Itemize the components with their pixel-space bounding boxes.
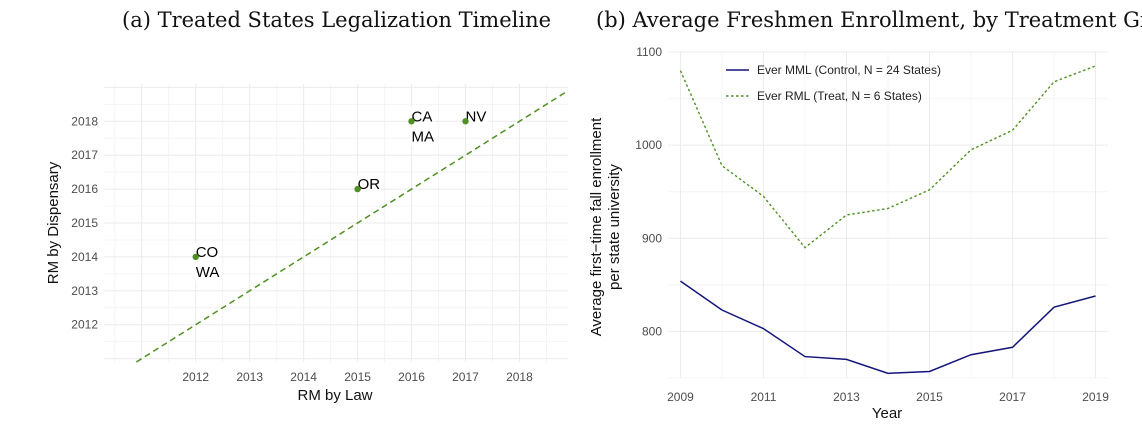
x-tick-label-a: 2012 xyxy=(182,370,209,384)
point-label: NV xyxy=(465,108,486,125)
y-tick-label-a: 2015 xyxy=(71,216,98,230)
point-label: OR xyxy=(358,176,381,193)
x-tick-label-b: 2011 xyxy=(751,390,777,404)
label-bg xyxy=(194,262,219,281)
x-tick-label-b: 2013 xyxy=(833,390,860,404)
y-tick-label-a: 2017 xyxy=(71,148,98,162)
point-label: CA xyxy=(412,108,433,125)
x-tick-label-a: 2013 xyxy=(236,370,263,384)
point-label: WA xyxy=(196,264,220,281)
x-tick-label-b: 2019 xyxy=(1082,390,1109,404)
y-tick-label-b: 1000 xyxy=(635,138,662,152)
x-axis-label-b: Year xyxy=(872,405,902,422)
data-point xyxy=(354,185,361,193)
label-bg xyxy=(410,107,435,126)
x-tick-label-a: 2015 xyxy=(344,370,371,384)
x-tick-label-b: 2015 xyxy=(916,390,943,404)
y-tick-label-b: 1100 xyxy=(636,45,662,59)
y-tick-label-a: 2013 xyxy=(71,284,98,298)
label-bg xyxy=(356,175,381,194)
x-axis-label-a: RM by Law xyxy=(297,387,372,404)
x-tick-label-a: 2016 xyxy=(398,370,425,384)
x-tick-label-a: 2018 xyxy=(506,370,533,384)
legend-label: Ever MML (Control, N = 24 States) xyxy=(757,63,941,77)
x-tick-label-b: 2017 xyxy=(999,390,1026,404)
y-axis-label-b-line1: Average first−time fall enrollment xyxy=(588,117,605,336)
y-tick-label-a: 2012 xyxy=(71,318,98,332)
chart-a-title: (a) Treated States Legalization Timeline xyxy=(122,8,552,32)
x-tick-label-a: 2017 xyxy=(452,370,479,384)
legend-label: Ever RML (Treat, N = 6 States) xyxy=(757,89,922,103)
point-label: CO xyxy=(196,244,219,261)
y-tick-label-a: 2016 xyxy=(71,182,98,196)
series-line-treat xyxy=(679,65,1096,249)
label-bg xyxy=(194,242,219,261)
data-point xyxy=(462,118,469,125)
y-tick-label-a: 2018 xyxy=(71,114,98,128)
x-tick-label-b: 2009 xyxy=(667,390,694,404)
y-axis-label-b-line2: per state university xyxy=(606,164,623,290)
y-tick-label-a: 2014 xyxy=(71,250,98,264)
chart-b-title: (b) Average Freshmen Enrollment, by Trea… xyxy=(596,8,1142,32)
y-axis-label-a: RM by Dispensary xyxy=(45,161,62,284)
label-bg xyxy=(410,127,435,146)
x-tick-label-a: 2014 xyxy=(290,370,317,384)
label-bg xyxy=(464,107,489,126)
y-tick-label-b: 900 xyxy=(642,231,662,245)
data-point xyxy=(192,253,199,261)
data-point xyxy=(408,118,415,125)
series-line-control xyxy=(680,280,1096,375)
y-tick-label-b: 800 xyxy=(642,324,662,338)
point-label: MA xyxy=(412,128,435,145)
reference-line xyxy=(135,90,569,363)
